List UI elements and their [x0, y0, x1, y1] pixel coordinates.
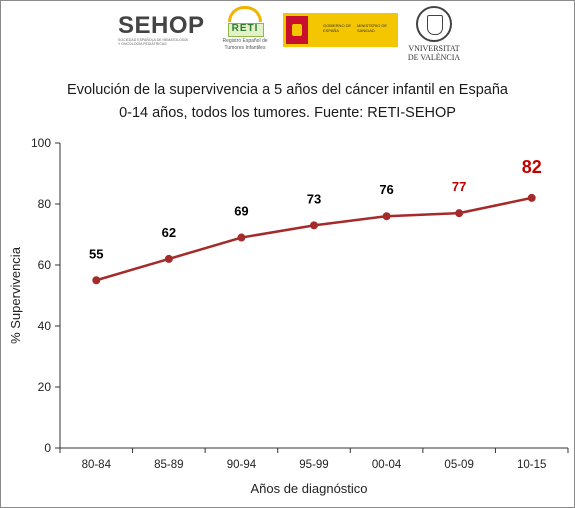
- x-tick-label: 95-99: [299, 459, 328, 471]
- ministerio-logo-text: MINISTERIO DE SANIDAD: [357, 23, 388, 33]
- x-axis-label: Años de diagnóstico: [250, 481, 367, 496]
- chart-subtitle: 0-14 años, todos los tumores. Fuente: RE…: [119, 105, 456, 121]
- reti-logo-box: [228, 23, 264, 37]
- universitat-logo-text: VNIVERSITAT DE VALÈNCIA: [407, 44, 461, 62]
- data-label: 55: [89, 246, 103, 261]
- data-label: 76: [379, 182, 393, 197]
- data-label: 69: [234, 204, 248, 219]
- chart-title: Evolución de la supervivencia a 5 años d…: [67, 82, 508, 98]
- y-tick-label: 20: [38, 380, 52, 394]
- logo-bar: SEHOP SOCIEDAD ESPAÑOLA DE HEMATOLOGÍA Y…: [0, 0, 575, 62]
- data-point: [92, 276, 101, 285]
- reti-logo: RETI Registro Español de Tumores Infanti…: [218, 6, 272, 62]
- data-label: 62: [162, 225, 176, 240]
- y-tick-label: 60: [38, 258, 52, 272]
- coat-of-arms-icon: [286, 16, 308, 44]
- data-label: 77: [452, 179, 466, 194]
- y-tick-label: 100: [31, 136, 51, 150]
- reti-logo-subtitle: Registro Español de Tumores Infantiles: [222, 38, 268, 51]
- x-tick-label: 10-15: [517, 459, 546, 471]
- data-point: [310, 221, 318, 230]
- y-tick-label: 40: [38, 319, 52, 333]
- chart-series: [92, 193, 536, 285]
- y-tick-label: 80: [38, 197, 52, 211]
- x-tick-label: 85-89: [154, 459, 183, 471]
- reti-logo-name: RETI: [231, 23, 259, 34]
- gobierno-logo-text: GOBIERNO DE ESPAÑA: [323, 23, 352, 33]
- x-tick-label: 80-84: [82, 459, 112, 471]
- chart-data-labels: 55 62 69 73 76 77 82: [89, 157, 542, 261]
- sehop-logo: SEHOP SOCIEDAD ESPAÑOLA DE HEMATOLOGÍA Y…: [118, 14, 208, 54]
- universitat-logo: VNIVERSITAT DE VALÈNCIA: [404, 6, 462, 62]
- data-point: [164, 254, 173, 263]
- data-point: [455, 209, 464, 218]
- data-point: [237, 233, 246, 242]
- university-seal-icon: [416, 6, 452, 42]
- x-tick-label: 90-94: [227, 459, 257, 471]
- y-axis-label: % Supervivencia: [8, 246, 23, 344]
- x-tick-label: 05-09: [444, 459, 473, 471]
- chart-axes: 0 20 40 60 80 100 80-84 85-89 90-94 95-99 00-04 05-…: [8, 136, 569, 496]
- sehop-logo-subtitle: SOCIEDAD ESPAÑOLA DE HEMATOLOGÍA Y ONCOL…: [118, 38, 188, 46]
- x-tick-label: 00-04: [372, 459, 402, 471]
- sehop-logo-name: SEHOP: [118, 12, 205, 39]
- data-label: 73: [307, 191, 321, 206]
- data-point: [382, 212, 391, 221]
- gobierno-logo: GOBIERNO DE ESPAÑA MINISTERIO DE SANIDAD: [283, 13, 398, 47]
- y-tick-label: 0: [44, 441, 51, 455]
- data-point: [527, 193, 536, 202]
- data-label: 82: [522, 157, 542, 177]
